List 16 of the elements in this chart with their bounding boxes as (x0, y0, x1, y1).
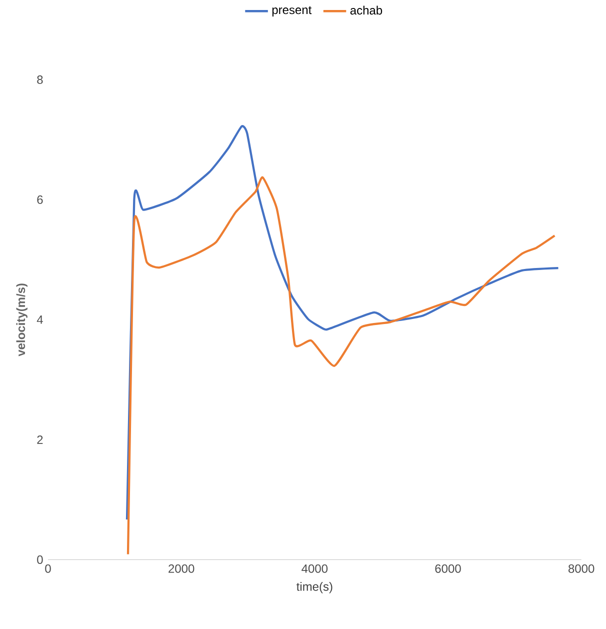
y-tick-label: 4 (36, 316, 43, 324)
legend-label: present (272, 6, 312, 16)
x-tick-label: 4000 (302, 564, 328, 573)
legend-label: achab (350, 6, 382, 15)
y-tick-label: 8 (37, 75, 43, 84)
x-tick-label: 8000 (568, 564, 594, 573)
line-series (126, 125, 560, 521)
y-tick-label: 2 (37, 435, 43, 444)
x-axis-title: time(s) (296, 582, 332, 594)
y-axis-title: velocity(m/s) (16, 284, 28, 356)
x-tick-label: 2000 (168, 564, 194, 573)
y-tick-label: 6 (37, 195, 43, 204)
x-tick-label: 6000 (435, 564, 461, 573)
x-tick-label: 0 (45, 564, 51, 573)
y-tick-label: 0 (37, 555, 43, 564)
line-series (126, 176, 556, 556)
